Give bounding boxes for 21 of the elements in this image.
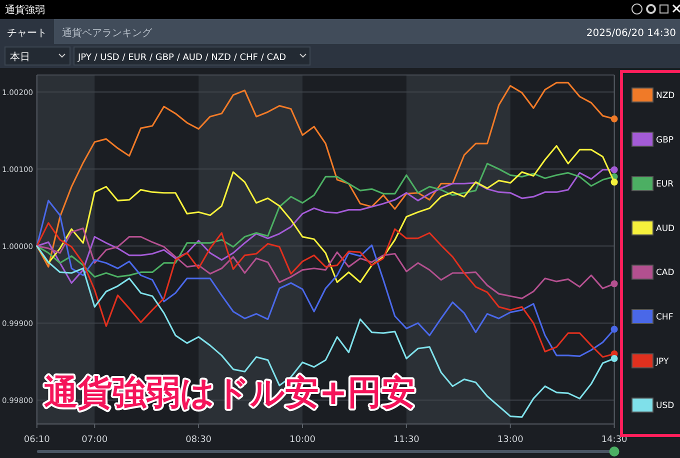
x-tick-label: 06:10	[24, 435, 50, 445]
text: JPY / USD / EUR / GBP / AUD / NZD / CHF / CAD	[77, 53, 286, 63]
legend-label: GBP	[656, 135, 674, 146]
legend-label: JPY	[655, 356, 670, 367]
legend-label: USD	[656, 401, 675, 412]
legend-label: CAD	[656, 268, 675, 278]
text: 通貨ペアランキング	[62, 27, 153, 39]
text: 本日	[10, 51, 30, 63]
chart-title: 通貨強弱	[5, 4, 45, 16]
x-tick-label: 10:00	[290, 435, 316, 445]
text: 2025/06/20 14:30	[586, 28, 676, 39]
x-tick-label: 08:30	[186, 435, 212, 445]
x-tick-label: 13:00	[497, 435, 524, 445]
legend-label: EUR	[656, 180, 674, 190]
x-tick-label: 07:00	[82, 435, 108, 445]
legend-label: CHF	[656, 312, 674, 322]
legend-label: NZD	[656, 91, 676, 101]
x-tick-label: 11:30	[393, 435, 420, 445]
annotation: 通貨強弱はドル安+円安	[44, 373, 416, 413]
text: チャート	[7, 28, 47, 39]
legend-label: AUD	[656, 224, 676, 234]
